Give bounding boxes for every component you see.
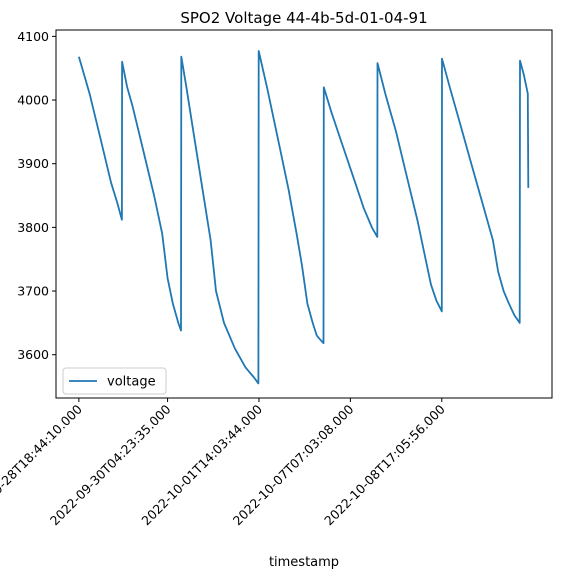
legend-box: [62, 367, 167, 395]
y-tick-label: 3700: [17, 284, 49, 299]
y-tick-label: 3800: [17, 220, 49, 235]
plot-frame: [55, 29, 553, 399]
y-tick-label: 3600: [17, 347, 49, 362]
plot-area: [78, 50, 530, 385]
y-tick-label: 4100: [17, 29, 49, 44]
series-line-voltage: [78, 50, 530, 385]
chart-title: SPO2 Voltage 44-4b-5d-01-04-91: [180, 9, 427, 27]
x-axis: 2022-09-28T18:44:10.0002022-09-30T04:23:…: [0, 398, 448, 528]
legend-label-voltage: voltage: [107, 375, 156, 390]
y-axis: 3600 3700 3800 3900 4000 4100: [17, 29, 56, 362]
x-axis-label: timestamp: [269, 555, 339, 570]
y-tick-label: 4000: [17, 93, 49, 108]
legend: voltage: [62, 367, 167, 395]
y-tick-label: 3900: [17, 156, 49, 171]
